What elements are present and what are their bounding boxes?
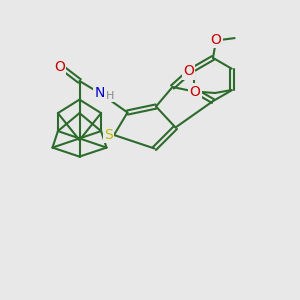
Text: O: O — [183, 64, 194, 78]
Text: N: N — [94, 86, 105, 100]
Text: O: O — [190, 85, 200, 98]
Text: S: S — [104, 128, 113, 142]
Text: O: O — [211, 33, 221, 47]
Text: H: H — [106, 91, 115, 101]
Text: O: O — [54, 60, 65, 74]
